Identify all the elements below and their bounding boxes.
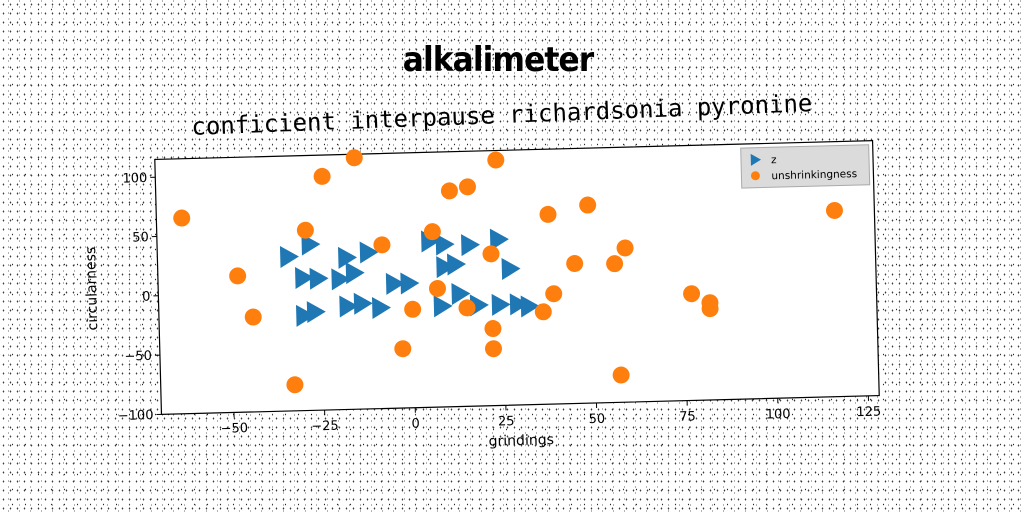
x-tick-label: 100 — [766, 407, 791, 423]
data-point-triangle — [433, 295, 453, 318]
legend-box — [740, 144, 871, 189]
data-point-circle — [825, 201, 843, 219]
data-point-triangle — [338, 246, 357, 269]
data-point-triangle — [331, 268, 351, 291]
data-point-triangle — [461, 234, 480, 257]
data-point-circle — [484, 340, 502, 358]
data-point-circle — [616, 239, 634, 257]
data-point-triangle — [296, 304, 315, 327]
data-point-circle — [482, 245, 500, 263]
data-point-circle — [394, 340, 412, 358]
data-point-circle — [313, 167, 331, 185]
data-point-triangle — [400, 272, 420, 295]
data-point-circle — [606, 255, 624, 273]
data-point-triangle — [359, 241, 379, 264]
plot-area: −50 −25 0 25 50 75 100 125 −100 −50 0 50 100 grindin… — [83, 140, 882, 450]
data-point-triangle — [509, 293, 529, 316]
data-point-triangle — [520, 295, 540, 318]
data-point-circle — [440, 182, 458, 200]
data-point-triangle — [451, 283, 471, 306]
data-point-triangle — [385, 272, 405, 295]
data-point-triangle — [489, 228, 509, 251]
data-point-circle — [458, 299, 476, 317]
data-point-circle — [428, 279, 446, 297]
data-point-triangle — [301, 233, 321, 256]
data-point-triangle — [279, 246, 299, 269]
legend-marker-triangle — [750, 153, 762, 166]
data-point-circle — [539, 205, 557, 223]
data-point-circle — [545, 285, 563, 303]
legend-marker-circle — [750, 171, 760, 181]
data-point-triangle — [501, 258, 521, 280]
data-point-circle — [423, 223, 441, 241]
data-point-circle — [683, 285, 701, 303]
plot-frame — [154, 140, 880, 415]
y-tick-label: −100 — [118, 408, 154, 424]
data-point-triangle — [435, 233, 455, 256]
data-point-circle — [373, 236, 391, 254]
data-point-circle — [404, 300, 422, 318]
y-axis-label: circularness — [83, 247, 101, 331]
x-tick-label: 50 — [588, 412, 605, 427]
y-tick-label: −50 — [124, 349, 152, 365]
x-tick-label: −50 — [220, 421, 248, 437]
data-point-circle — [458, 178, 476, 196]
data-point-triangle — [371, 296, 391, 319]
data-point-circle — [229, 267, 247, 285]
x-tick-label: 25 — [498, 414, 515, 429]
x-axis-label: grindings — [488, 432, 554, 450]
legend-label: z — [771, 154, 777, 166]
chart-title: conficient interpause richardsonia pyron… — [191, 89, 813, 141]
data-point-circle — [534, 303, 552, 321]
x-tick-label: 0 — [411, 417, 420, 432]
data-point-triangle — [436, 256, 456, 279]
page-title: alkalimeter — [402, 40, 594, 80]
data-point-circle — [487, 151, 505, 169]
data-point-circle — [579, 196, 597, 214]
data-point-circle — [286, 376, 304, 394]
data-point-circle — [566, 255, 584, 273]
data-point-circle — [612, 366, 630, 384]
y-tick-label: 50 — [132, 230, 149, 245]
data-point-circle — [484, 320, 502, 338]
data-point-triangle — [447, 253, 466, 276]
data-point-triangle — [345, 262, 365, 285]
data-point-circle — [296, 221, 314, 239]
data-point-triangle — [491, 293, 511, 316]
y-tick-label: 0 — [142, 290, 151, 305]
axis-ticks: −50 −25 0 25 50 75 100 125 −100 −50 0 50 100 — [118, 171, 882, 437]
data-point-circle — [345, 149, 363, 167]
x-tick-label: 75 — [679, 409, 696, 424]
data-point-triangle — [353, 292, 373, 315]
data-point-triangle — [295, 266, 314, 289]
data-point-circle — [173, 209, 191, 227]
x-tick-label: −25 — [311, 419, 339, 435]
data-point-triangle — [306, 301, 326, 324]
data-point-triangle — [339, 295, 359, 318]
data-point-circle — [701, 300, 719, 318]
legend-label: unshrinkingness — [771, 168, 857, 182]
legend: z unshrinkingness — [740, 144, 871, 189]
data-points — [173, 149, 843, 394]
x-tick-label: 125 — [856, 405, 881, 421]
data-point-triangle — [309, 267, 329, 290]
y-tick-label: 100 — [122, 171, 147, 187]
data-point-circle — [244, 308, 262, 326]
